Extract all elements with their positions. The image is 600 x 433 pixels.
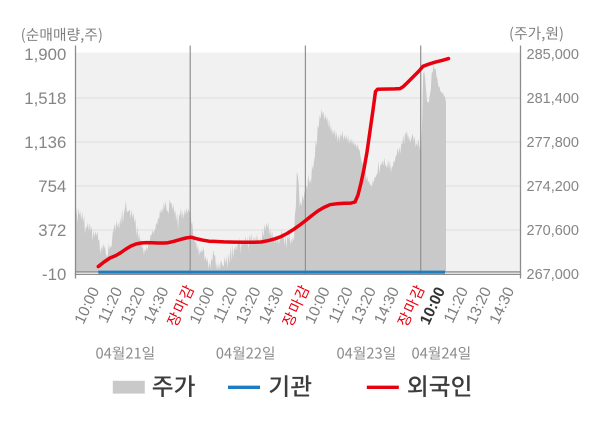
svg-text:754: 754 [38,177,66,196]
svg-text:-10: -10 [42,265,66,284]
svg-text:270,600: 270,600 [527,223,579,239]
svg-text:274,200: 274,200 [527,179,579,195]
svg-text:1,136: 1,136 [24,133,66,152]
svg-text:267,000: 267,000 [527,267,579,283]
svg-text:1,518: 1,518 [24,89,66,108]
svg-text:285,000: 285,000 [527,47,579,63]
svg-text:281,400: 281,400 [527,91,579,107]
svg-text:277,800: 277,800 [527,135,579,151]
svg-text:1,900: 1,900 [24,45,66,64]
svg-text:372: 372 [38,221,66,240]
